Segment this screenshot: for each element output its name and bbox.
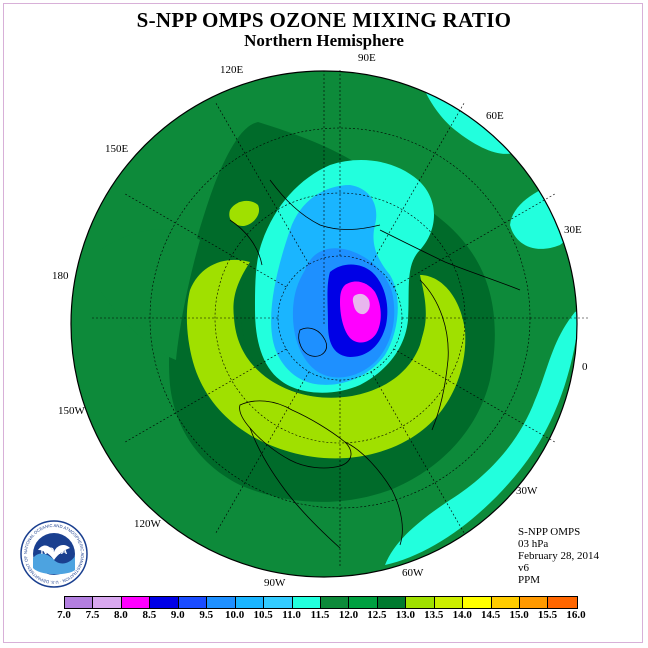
lon-label-60e: 60E — [486, 110, 504, 122]
color-scale-cell — [150, 597, 179, 608]
lon-label-90e: 90E — [358, 52, 376, 64]
color-scale-cell — [264, 597, 293, 608]
lon-label-150e: 150E — [105, 143, 129, 155]
color-scale-label: 12.5 — [367, 609, 387, 621]
coastlines — [229, 179, 521, 549]
map-title: S-NPP OMPS OZONE MIXING RATIO — [136, 8, 512, 32]
color-scale-cell — [121, 597, 151, 608]
color-scale-cell — [434, 597, 464, 608]
coast-africa-europe — [419, 279, 449, 431]
color-scale-cell — [178, 597, 208, 608]
meridian-line — [393, 192, 557, 288]
lon-label-90w: 90W — [264, 577, 286, 589]
color-scale-cell — [406, 597, 435, 608]
color-scale-cell — [235, 597, 265, 608]
color-scale-cell — [463, 597, 492, 608]
lon-label-0: 0 — [582, 361, 588, 373]
meridian-line — [123, 348, 287, 444]
color-scale-label: 14.5 — [481, 609, 501, 621]
latitude-circle-30 — [214, 192, 466, 444]
meridian-lines — [90, 68, 590, 568]
color-scale-cell — [491, 597, 520, 608]
color-scale-label: 7.5 — [85, 609, 100, 621]
longitude-labels: 90E 60E 30E 0 30W 60W 90W 120W 150W 180 … — [52, 52, 588, 589]
color-scale-label: 15.0 — [509, 609, 529, 621]
color-scale-label: 11.0 — [282, 609, 301, 621]
coast-west-americas — [249, 427, 341, 549]
color-scale-label: 14.0 — [452, 609, 472, 621]
color-scale-label: 10.0 — [225, 609, 245, 621]
color-scale-bar — [64, 596, 578, 609]
color-scale-cell — [320, 597, 350, 608]
map-subtitle: Northern Hemisphere — [244, 31, 404, 50]
color-scale-label: 11.5 — [310, 609, 330, 621]
color-scale-label: 8.5 — [142, 609, 157, 621]
color-scale-cell — [93, 597, 122, 608]
color-scale-label: 16.0 — [566, 609, 586, 621]
color-scale-cell — [520, 597, 549, 608]
figure-frame — [3, 3, 643, 643]
coast-east-asia — [229, 219, 263, 266]
map-outline — [70, 70, 578, 578]
lon-label-150w: 150W — [58, 405, 86, 417]
field-yellow-green-blob — [229, 200, 260, 226]
meridian-line — [370, 101, 466, 265]
coast-east-americas — [344, 441, 403, 546]
color-scale-label: 8.0 — [114, 609, 128, 621]
lon-label-180: 180 — [52, 270, 69, 282]
color-scale-label: 13.0 — [395, 609, 415, 621]
field-pink — [352, 293, 370, 315]
field-yellow-green-ring — [186, 259, 466, 459]
meridian-line — [214, 371, 310, 535]
meridian-line — [123, 192, 287, 288]
info-version: v6 — [518, 562, 529, 574]
info-level: 03 hPa — [518, 538, 549, 550]
coast-asia — [269, 179, 381, 230]
color-scale-label: 7.0 — [57, 609, 71, 621]
color-scale-label: 9.5 — [199, 609, 214, 621]
lon-label-30e: 30E — [564, 224, 582, 236]
info-instrument: S-NPP OMPS — [518, 526, 581, 538]
lon-label-60w: 60W — [402, 567, 424, 579]
color-scale-label: 12.0 — [338, 609, 359, 621]
noaa-logo-text: NOAA — [41, 546, 68, 556]
coast-greenland — [298, 327, 327, 357]
color-scale-cell — [349, 597, 378, 608]
color-scale-label: 9.0 — [170, 609, 185, 621]
color-scale-cell — [65, 597, 94, 608]
field-green-patch — [100, 229, 200, 360]
noaa-logo-icon: NOAA NATIONAL OCEANIC AND ATMOSPHERIC AD… — [20, 520, 88, 588]
meridian-line — [370, 371, 466, 535]
color-scale-label: 10.5 — [253, 609, 273, 621]
info-units: PPM — [518, 574, 541, 586]
color-scale-cell — [548, 597, 577, 608]
lon-label-30w: 30W — [516, 485, 538, 497]
color-scale-cell — [377, 597, 407, 608]
lon-label-120w: 120W — [134, 518, 162, 530]
field-cyan-edge-se — [385, 310, 577, 565]
meridian-line — [214, 101, 310, 265]
color-scale-cell — [207, 597, 236, 608]
info-date: February 28, 2014 — [518, 550, 599, 562]
color-scale-cell — [292, 597, 321, 608]
meridian-line — [393, 348, 557, 444]
color-scale-label: 13.5 — [424, 609, 444, 621]
color-scale-label: 15.5 — [537, 609, 558, 621]
lon-label-120e: 120E — [220, 64, 244, 76]
coast-europe — [379, 229, 521, 291]
